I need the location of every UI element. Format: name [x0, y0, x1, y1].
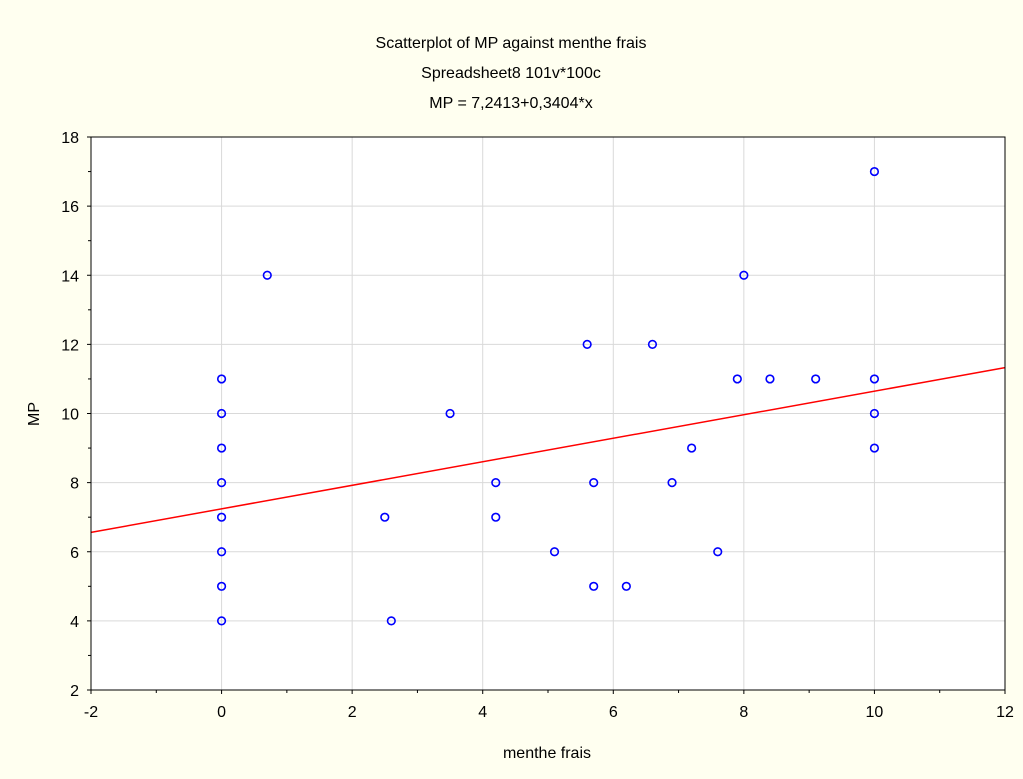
x-tick-label: 0	[217, 704, 226, 721]
y-axis-label: MP	[26, 402, 43, 426]
data-point	[216, 512, 227, 522]
regression-equation: MP = 7,2413+0,3404*x	[429, 95, 592, 112]
data-point	[869, 166, 880, 177]
y-tick-label: 8	[70, 476, 79, 493]
data-point	[491, 478, 501, 488]
regression-line	[90, 366, 1006, 534]
y-tick-label: 6	[70, 545, 79, 562]
y-tick-label: 10	[61, 407, 79, 424]
data-point	[216, 581, 227, 591]
y-tick-label: 2	[70, 683, 79, 700]
data-point	[491, 512, 501, 522]
x-tick-label: 12	[996, 704, 1014, 721]
data-point	[216, 374, 227, 384]
chart-subtitle: Spreadsheet8 101v*100c	[421, 65, 601, 82]
x-tick-label: 6	[609, 704, 618, 721]
data-point	[647, 339, 658, 349]
y-tick-label: 4	[70, 614, 79, 631]
data-point	[667, 478, 677, 488]
data-point	[216, 616, 227, 626]
chart-title: Scatterplot of MP against menthe frais	[376, 35, 647, 52]
y-tick-label: 12	[61, 337, 79, 354]
x-tick-label: 2	[348, 704, 357, 721]
x-tick-label: 4	[478, 704, 487, 721]
y-tick-label: 14	[61, 268, 79, 285]
data-point	[869, 374, 880, 384]
data-point	[582, 339, 592, 349]
data-point	[869, 443, 880, 453]
data-point	[216, 408, 227, 419]
data-point	[216, 547, 227, 557]
data-point	[216, 478, 227, 488]
x-tick-label: 10	[866, 704, 884, 721]
data-point	[811, 374, 821, 384]
data-point	[380, 512, 390, 522]
data-point	[386, 616, 396, 626]
y-tick-label: 16	[61, 199, 79, 216]
data-point	[549, 547, 560, 557]
data-point	[445, 408, 455, 419]
x-tick-label: -2	[84, 704, 98, 721]
data-point	[621, 581, 631, 591]
data-point	[216, 443, 227, 453]
data-point	[739, 270, 749, 280]
data-point	[732, 374, 742, 384]
data-point	[589, 581, 599, 591]
data-point	[713, 547, 723, 557]
data-point	[589, 478, 599, 488]
data-point	[869, 408, 880, 419]
x-tick-label: 8	[739, 704, 748, 721]
y-tick-label: 18	[61, 130, 79, 147]
data-point	[262, 270, 272, 280]
x-axis-label: menthe frais	[503, 745, 591, 762]
data-point	[687, 443, 697, 453]
data-point	[765, 374, 775, 384]
